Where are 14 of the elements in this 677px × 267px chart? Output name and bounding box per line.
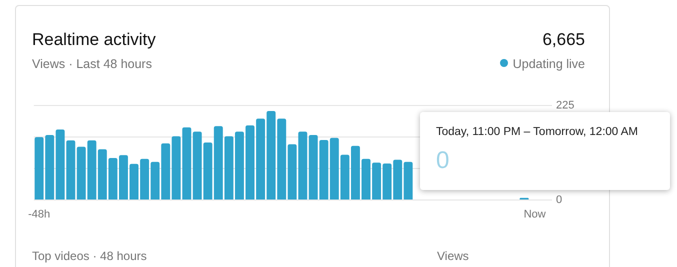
text: Updating live <box>512 57 585 71</box>
text: Top videos · 48 hours <box>32 249 147 263</box>
annotation: 0 <box>436 147 450 175</box>
bar <box>66 140 76 200</box>
chart-subtitle: Views · Last 48 hours <box>32 57 152 71</box>
x-tick-label: -48h <box>28 208 50 221</box>
text: Views <box>437 249 469 263</box>
y-tick-label: 225 <box>556 100 574 112</box>
x-tick-label: Now <box>524 208 546 221</box>
chart-title: Realtime activity <box>32 30 156 50</box>
bar <box>298 132 308 200</box>
annotation: Today, 11:00 PM – Tomorrow, 12:00 AM <box>436 126 638 138</box>
text: 6,665 <box>542 30 585 50</box>
bar <box>182 127 192 200</box>
